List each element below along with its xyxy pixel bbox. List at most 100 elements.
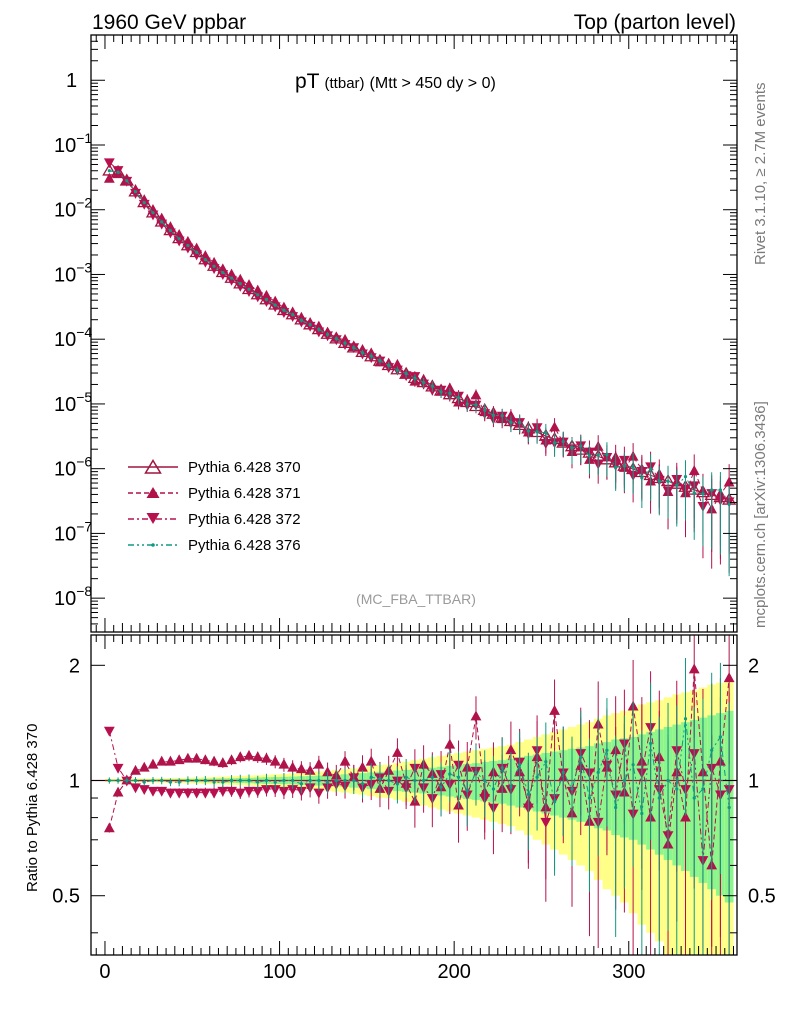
point-p371 [252, 284, 264, 295]
point-p376 [579, 444, 583, 448]
point-p376 [701, 492, 705, 496]
ratio-point-p376 [500, 766, 504, 770]
point-p376 [648, 467, 653, 471]
series-line-p372 [108, 161, 730, 507]
ratio-point-p376 [229, 778, 234, 783]
ratio-point-p376 [675, 787, 679, 791]
ratio-point-p376 [474, 770, 478, 775]
point-p372 [217, 270, 229, 281]
ratio-point-p376 [640, 811, 644, 816]
header-right: Top (parton level) [574, 11, 736, 34]
ratio-point-p376 [264, 778, 269, 783]
series-p371 [103, 168, 735, 569]
main-y-tick-exponent: −7 [76, 518, 92, 534]
point-p372 [269, 302, 281, 313]
main-panel-marks [102, 158, 737, 577]
ratio-point-p376 [727, 805, 731, 810]
ratio-point-p372 [217, 786, 229, 797]
ratio-point-p376 [186, 778, 190, 783]
ratio-point-p371 [688, 663, 700, 674]
point-p372 [103, 158, 115, 169]
ratio-point-p372 [540, 817, 552, 828]
point-p376 [229, 276, 234, 280]
uncertainty-bands [104, 680, 734, 955]
main-y-tick-label: 10−6 [54, 454, 92, 481]
point-p376 [570, 446, 574, 450]
point-p376 [683, 475, 688, 479]
ratio-point-p371 [505, 744, 517, 755]
main-y-tick-base: 10 [54, 459, 76, 481]
point-p372 [313, 327, 325, 338]
analysis-tag: (MC_FBA_TTBAR) [356, 591, 476, 607]
point-p372 [156, 219, 168, 230]
ratio-point-p376 [378, 777, 382, 781]
ratio-point-p376 [692, 796, 696, 800]
ratio-point-p376 [107, 778, 111, 783]
point-p376 [675, 483, 679, 488]
ratio-point-p376 [133, 778, 138, 783]
ratio-point-p376 [456, 775, 461, 779]
main-y-tick-label: 10−4 [54, 324, 92, 351]
point-p372 [226, 275, 237, 286]
point-p376 [657, 479, 661, 483]
ratio-point-p372 [173, 788, 185, 799]
series-p376 [107, 169, 731, 577]
ratio-point-p376 [579, 755, 583, 759]
axes: 110−110−210−310−410−510−610−710−80.5 0.51… [52, 34, 776, 983]
legend-marker-372 [146, 513, 160, 524]
point-p376 [334, 337, 338, 341]
ratio-point-p372 [234, 788, 246, 799]
ratio-point-p372 [191, 788, 203, 799]
ratio-y-tick-label-left: 1 [69, 771, 80, 793]
ratio-point-p372 [278, 786, 290, 797]
ratio-point-p372 [287, 785, 299, 796]
ratio-point-p376 [308, 778, 312, 783]
ratio-point-p376 [142, 780, 146, 784]
ratio-point-p376 [291, 778, 295, 783]
point-p376 [168, 229, 173, 233]
x-tick-label: 300 [612, 961, 645, 983]
point-p376 [483, 408, 487, 412]
legend-entry-371: Pythia 6.428 371 [128, 485, 301, 502]
point-p376 [666, 479, 670, 483]
point-p376 [491, 413, 496, 418]
point-p371 [444, 382, 456, 393]
ratio-point-p376 [439, 785, 443, 789]
point-p376 [727, 502, 731, 507]
ratio-point-p376 [247, 778, 251, 783]
ratio-point-p371 [147, 758, 159, 769]
ratio-point-p376 [360, 782, 365, 786]
point-p372 [261, 297, 272, 307]
main-y-tick-base: 10 [54, 394, 76, 416]
main-y-tick-base: 10 [54, 523, 76, 545]
point-p376 [552, 441, 557, 445]
legend-entry-372: Pythia 6.428 372 [128, 511, 301, 528]
ratio-point-p371 [138, 761, 150, 772]
ratio-point-p376 [212, 780, 216, 784]
ratio-point-p371 [357, 761, 368, 772]
point-p376 [631, 464, 635, 469]
main-y-tick-exponent: −2 [76, 195, 92, 211]
ratio-point-p376 [622, 778, 626, 783]
ratio-point-p372 [112, 763, 124, 774]
main-y-tick-base: 10 [54, 588, 76, 610]
point-p376 [404, 371, 408, 376]
ratio-point-p372 [243, 786, 255, 797]
main-y-tick-exponent: −8 [76, 583, 92, 599]
ratio-point-p371 [278, 758, 290, 769]
ratio-point-p376 [203, 778, 207, 783]
point-p376 [264, 297, 269, 302]
ratio-point-p372 [252, 786, 264, 797]
point-p371 [470, 389, 482, 400]
legend-marker-376 [151, 543, 155, 547]
point-p376 [500, 414, 504, 418]
ratio-point-p371 [208, 755, 220, 766]
ratio-point-p372 [313, 788, 325, 799]
point-p376 [325, 332, 330, 336]
ratio-point-p376 [587, 796, 592, 800]
point-p371 [723, 476, 735, 487]
legend-label-372: Pythia 6.428 372 [188, 511, 301, 528]
legend-entry-370: Pythia 6.428 370 [128, 459, 301, 476]
point-p376 [430, 384, 434, 388]
ratio-point-p376 [657, 796, 661, 800]
